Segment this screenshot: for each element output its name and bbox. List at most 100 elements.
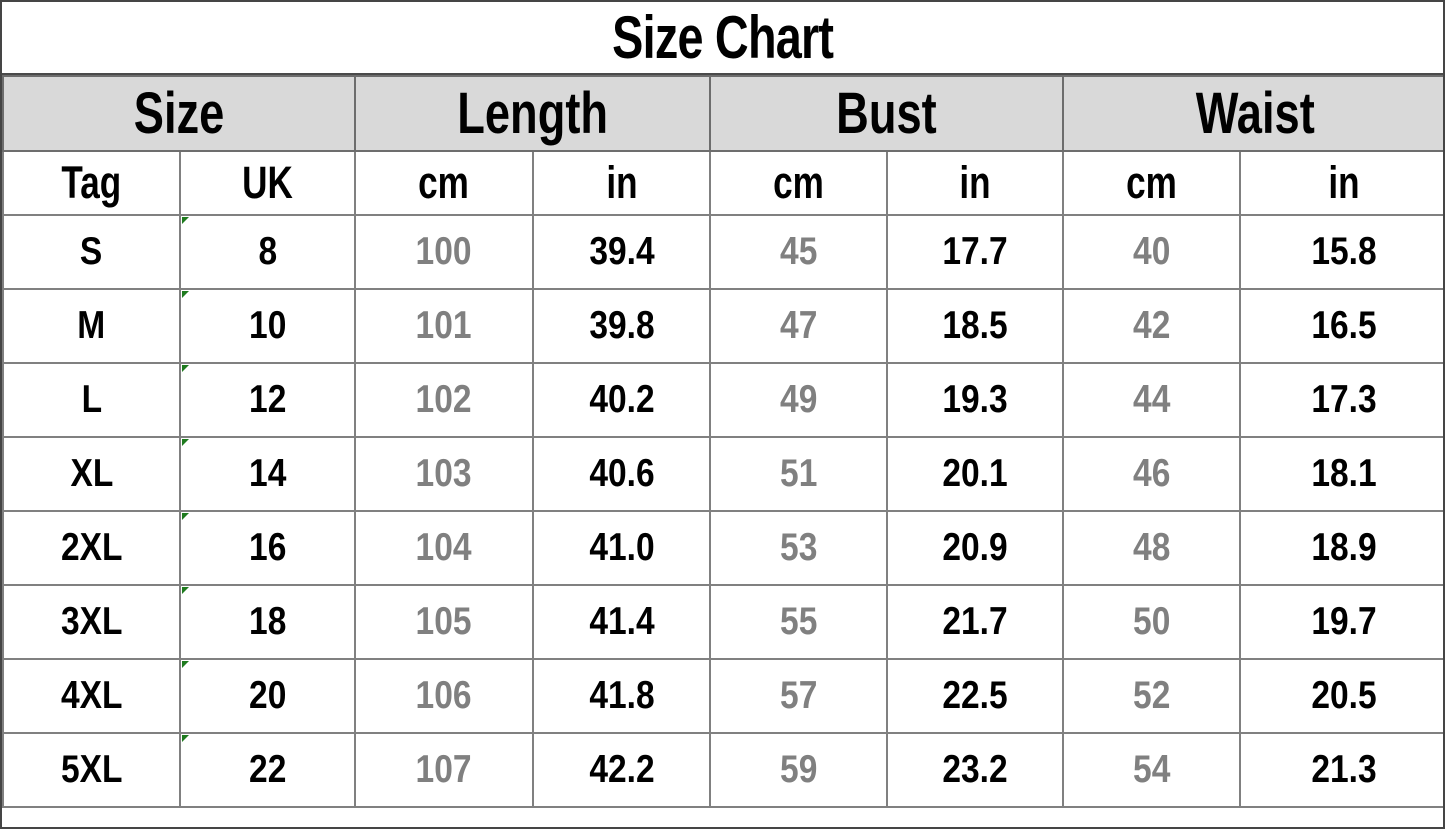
table-cell: 45	[709, 214, 889, 290]
table-cell: 41.8	[531, 658, 712, 734]
table-cell: 54	[1062, 732, 1242, 808]
table-cell: M	[2, 288, 181, 364]
table-cell: 18.1	[1239, 436, 1443, 512]
cell-value: 5XL	[60, 748, 123, 791]
table-cell: 42.2	[531, 732, 712, 808]
cell-value: 41.0	[588, 526, 655, 569]
table-cell: 8	[179, 214, 356, 290]
cell-value: 46	[1132, 452, 1171, 495]
table-cell: 20.5	[1239, 658, 1443, 734]
table-cell: 105	[354, 584, 534, 660]
error-flag-icon	[182, 291, 189, 298]
table-cell: 19.7	[1239, 584, 1443, 660]
table-cell: 40.6	[531, 436, 712, 512]
cell-value: 106	[416, 674, 472, 717]
table-cell: 18.5	[886, 288, 1065, 364]
chart-title-row: Size Chart	[2, 2, 1443, 75]
sub-header-tag-0: Tag	[2, 150, 181, 216]
cell-value: 16.5	[1311, 304, 1377, 347]
cell-value: 101	[416, 304, 472, 347]
table-row-m: M 10 101 39.8 47 18.5 42 16.5	[2, 288, 1443, 364]
cell-value: 41.8	[588, 674, 655, 717]
sub-header-label: in	[605, 157, 638, 208]
cell-value: 50	[1132, 600, 1171, 643]
table-cell: 103	[354, 436, 534, 512]
cell-value: 45	[779, 230, 818, 273]
table-cell: 39.4	[531, 214, 712, 290]
table-row-3xl: 3XL 18 105 41.4 55 21.7 50 19.7	[2, 584, 1443, 660]
group-header-length: Length	[353, 75, 712, 152]
table-cell: 18.9	[1239, 510, 1443, 586]
table-cell: 22	[179, 732, 356, 808]
table-cell: 52	[1062, 658, 1242, 734]
table-cell: 16	[179, 510, 356, 586]
cell-value: 17.7	[942, 230, 1008, 273]
cell-value: 21.7	[942, 600, 1008, 643]
table-cell: 23.2	[886, 732, 1065, 808]
sub-header-label: in	[1328, 157, 1360, 208]
cell-value: 10	[248, 304, 287, 347]
cell-value: 16	[248, 526, 287, 569]
error-flag-icon	[182, 365, 189, 372]
cell-value: 44	[1132, 378, 1171, 421]
table-cell: 17.3	[1239, 362, 1443, 438]
table-cell: 106	[354, 658, 534, 734]
cell-value: 18	[248, 600, 287, 643]
size-table: Size Length Bust Waist Tag UK cm in cm in cm in S 8…	[2, 75, 1443, 808]
table-cell: 55	[709, 584, 889, 660]
group-header-label: Size	[133, 81, 225, 146]
sub-header-label: cm	[773, 157, 824, 208]
table-cell: 41.4	[531, 584, 712, 660]
cell-value: 3XL	[60, 600, 123, 643]
table-cell: 19.3	[886, 362, 1065, 438]
table-cell: 59	[709, 732, 889, 808]
table-cell: 44	[1062, 362, 1242, 438]
cell-value: 41.4	[588, 600, 655, 643]
group-header-row: Size Length Bust Waist	[2, 75, 1443, 152]
cell-value: 40	[1132, 230, 1171, 273]
table-row-2xl: 2XL 16 104 41.0 53 20.9 48 18.9	[2, 510, 1443, 586]
table-row-l: L 12 102 40.2 49 19.3 44 17.3	[2, 362, 1443, 438]
cell-value: 17.3	[1311, 378, 1377, 421]
error-flag-icon	[182, 513, 189, 520]
table-row-s: S 8 100 39.4 45 17.7 40 15.8	[2, 214, 1443, 290]
sub-header-cm-2: cm	[354, 150, 534, 216]
table-cell: 15.8	[1239, 214, 1443, 290]
table-row-5xl: 5XL 22 107 42.2 59 23.2 54 21.3	[2, 732, 1443, 808]
group-header-waist: Waist	[1062, 75, 1443, 152]
table-cell: 51	[709, 436, 889, 512]
table-cell: 57	[709, 658, 889, 734]
cell-value: 18.5	[942, 304, 1008, 347]
cell-value: 14	[248, 452, 287, 495]
table-cell: L	[2, 362, 181, 438]
cell-value: 18.9	[1311, 526, 1377, 569]
table-cell: 47	[709, 288, 889, 364]
table-cell: 3XL	[2, 584, 181, 660]
cell-value: 42.2	[588, 748, 655, 791]
table-cell: 49	[709, 362, 889, 438]
table-row-4xl: 4XL 20 106 41.8 57 22.5 52 20.5	[2, 658, 1443, 734]
cell-value: 40.2	[588, 378, 655, 421]
table-cell: 2XL	[2, 510, 181, 586]
cell-value: 39.4	[588, 230, 655, 273]
cell-value: 103	[416, 452, 472, 495]
group-header-bust: Bust	[709, 75, 1065, 152]
cell-value: 20.1	[942, 452, 1008, 495]
table-cell: 18	[179, 584, 356, 660]
sub-header-cm-6: cm	[1062, 150, 1242, 216]
group-header-label: Waist	[1196, 81, 1316, 146]
cell-value: 42	[1132, 304, 1171, 347]
group-header-label: Length	[457, 81, 608, 146]
cell-value: 53	[779, 526, 818, 569]
table-cell: 104	[354, 510, 534, 586]
cell-value: 104	[416, 526, 472, 569]
sub-header-uk-1: UK	[179, 150, 356, 216]
table-cell: 48	[1062, 510, 1242, 586]
cell-value: 2XL	[60, 526, 123, 569]
sub-header-label: UK	[242, 157, 293, 208]
table-cell: 41.0	[531, 510, 712, 586]
error-flag-icon	[182, 439, 189, 446]
table-row-xl: XL 14 103 40.6 51 20.1 46 18.1	[2, 436, 1443, 512]
cell-value: 52	[1132, 674, 1171, 717]
cell-value: 55	[779, 600, 818, 643]
